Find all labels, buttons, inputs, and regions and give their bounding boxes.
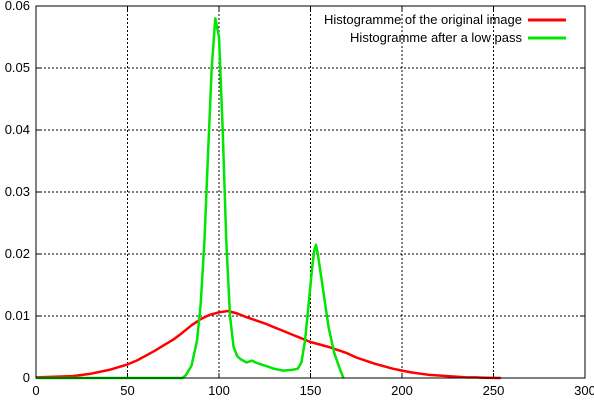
plot-frame [35,5,586,379]
y-tick-label: 0.06 [5,0,30,13]
y-tick-label: 0.05 [5,60,30,75]
x-tick-label: 200 [391,383,413,398]
x-tick-label: 100 [208,383,230,398]
axis-ticks: 0 50 100 150 200 250 300 0 0.01 0.02 0.03 0.04 0.05 0… [5,0,594,398]
y-tick-label: 0.03 [5,184,30,199]
x-tick-label: 50 [120,383,134,398]
series-lines [35,17,501,380]
x-tick-label: 0 [32,383,39,398]
y-tick-label: 0.01 [5,308,30,323]
x-tick-label: 250 [483,383,505,398]
x-tick-label: 300 [574,383,594,398]
grid-lines [36,6,585,378]
y-tick-label: 0.04 [5,122,30,137]
series-line-original [35,309,501,380]
legend-label-low-pass: Histogramme after a low pass [350,30,522,45]
y-tick-label: 0.02 [5,246,30,261]
x-tick-label: 150 [300,383,322,398]
legend: Histogramme of the original image Histog… [324,12,566,45]
y-tick-label: 0 [23,370,30,385]
series-line-low-pass [36,17,345,380]
legend-label-original: Histogramme of the original image [324,12,522,27]
